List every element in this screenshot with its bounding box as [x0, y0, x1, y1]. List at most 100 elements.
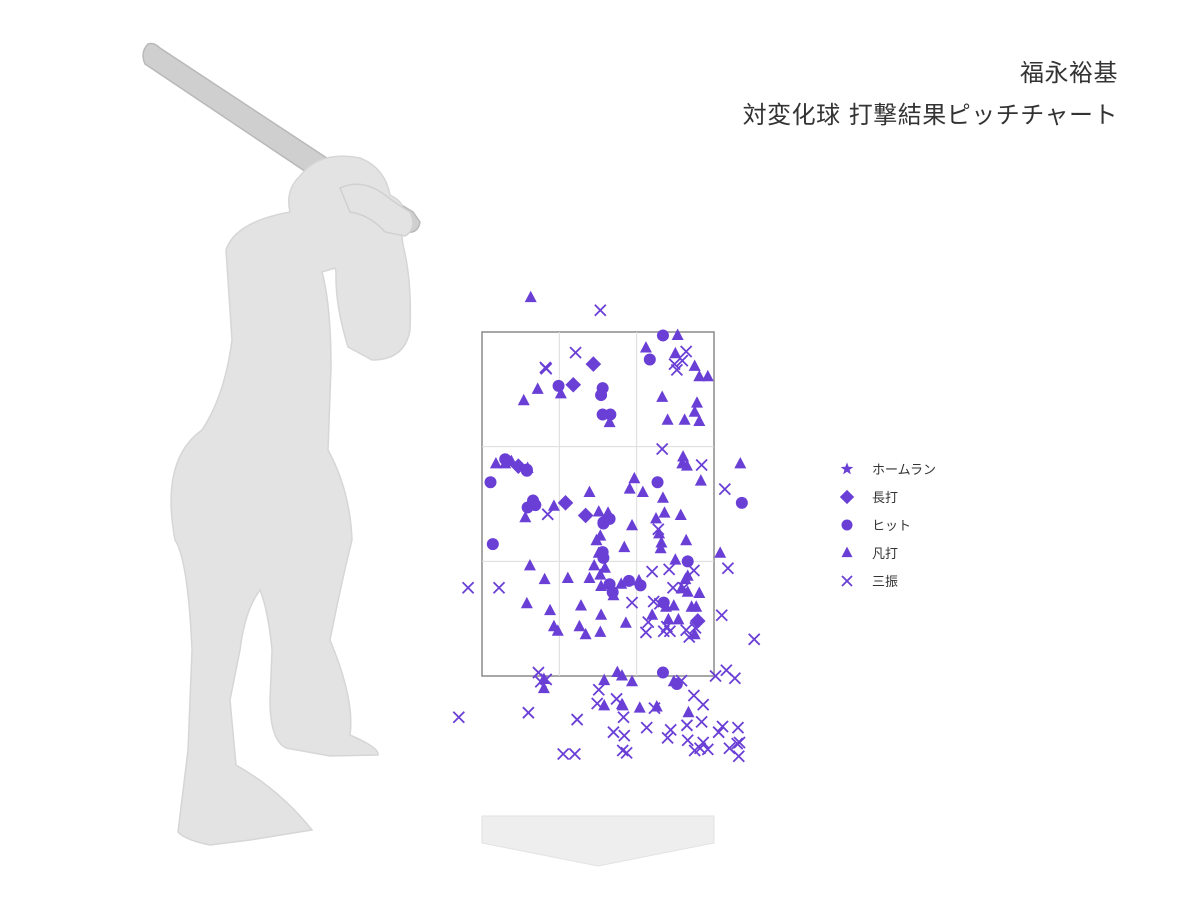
pitch-marker-strikeout — [620, 746, 633, 759]
player-name: 福永裕基 — [1020, 59, 1118, 87]
pitch-marker-out — [661, 413, 674, 425]
pitch-marker-hit — [484, 476, 497, 489]
pitch-marker-out — [693, 369, 706, 382]
pitch-marker-out — [653, 526, 666, 539]
pitch-marker-strikeout — [569, 346, 582, 359]
pitch-marker-strikeout — [695, 458, 708, 472]
pitch-marker-out — [537, 681, 550, 694]
pitch-marker-out — [662, 612, 675, 625]
pitch-marker-out — [654, 541, 667, 554]
pitch-marker-out — [505, 454, 518, 467]
pitch-marker-strikeout — [687, 689, 701, 702]
pitch-marker-out — [669, 346, 682, 359]
pitch-marker-out — [489, 456, 502, 469]
pitch-marker-strikeout — [492, 581, 506, 594]
pitch-marker-out — [583, 571, 596, 584]
legend-symbol-homerun — [840, 462, 854, 475]
pitch-marker-strikeout — [657, 625, 670, 638]
pitch-marker-out — [598, 673, 611, 686]
pitch-marker-out — [590, 533, 603, 546]
pitch-marker-hit — [622, 574, 635, 587]
pitch-marker-out — [595, 608, 608, 620]
pitch-marker-strikeout — [663, 625, 677, 638]
pitch-marker-out — [623, 482, 636, 494]
pitch-marker-strikeout — [541, 508, 554, 521]
pitch-marker-out — [588, 559, 601, 571]
pitch-marker-strikeout — [661, 731, 674, 745]
pitch-marker-out — [619, 616, 632, 628]
pitch-marker-out — [519, 510, 532, 523]
pitch-marker-strikeout — [687, 564, 701, 577]
pitch-marker-out — [602, 506, 615, 518]
pitch-marker-out — [693, 586, 706, 598]
pitch-marker-longhit — [577, 507, 594, 524]
pitch-marker-longhit — [565, 376, 582, 393]
pitch-marker-out — [690, 396, 703, 408]
pitch-marker-out — [714, 546, 727, 558]
pitch-marker-out — [694, 474, 707, 486]
pitch-marker-strikeout — [731, 737, 744, 750]
legend-label-out: 凡打 — [872, 547, 898, 562]
pitch-marker-out — [639, 341, 652, 353]
pitch-marker-strikeout — [701, 743, 714, 756]
pitch-marker-strikeout — [680, 719, 694, 732]
pitch-marker-strikeout — [656, 442, 669, 456]
pitch-marker-out — [521, 461, 534, 473]
pitch-marker-strikeout — [568, 747, 581, 761]
pitch-marker-strikeout — [666, 581, 680, 594]
pitch-marker-out — [646, 608, 659, 620]
pitch-marker-out — [544, 603, 557, 616]
pitch-marker-strikeout — [689, 621, 702, 634]
pitch-marker-out — [561, 571, 574, 584]
pitch-marker-strikeout — [697, 698, 710, 711]
pitch-marker-out — [547, 499, 560, 511]
pitch-marker-out — [524, 290, 537, 303]
pitch-marker-out — [693, 414, 706, 426]
pitch-marker-strikeout — [610, 692, 623, 706]
pitch-marker-out — [688, 359, 701, 371]
pitch-marker-out — [611, 665, 624, 678]
pitch-marker-strikeout — [715, 609, 728, 622]
pitch-marker-out — [603, 415, 616, 428]
pitch-marker-hit — [595, 389, 608, 402]
pitch-marker-hit — [656, 666, 669, 679]
pitch-marker-strikeout — [721, 562, 735, 575]
pitch-marker-strikeout — [732, 750, 745, 763]
pitch-marker-out — [658, 506, 671, 518]
pitch-marker-strikeout — [639, 626, 653, 639]
pitch-marker-out — [656, 491, 669, 503]
pitch-marker-strikeout — [663, 563, 676, 576]
pitch-marker-strikeout — [625, 596, 639, 609]
pitch-marker-strikeout — [728, 672, 742, 685]
pitch-marker-strikeout — [591, 697, 604, 710]
pitch-marker-out — [626, 518, 639, 531]
pitch-marker-out — [538, 572, 551, 585]
hands-icon — [339, 183, 414, 237]
pitch-marker-strikeout — [648, 701, 661, 715]
pitch-marker-out — [680, 459, 693, 471]
pitch-marker-strikeout — [452, 711, 465, 724]
strike-zone — [481, 331, 715, 677]
zone-grid — [482, 332, 714, 676]
legend-symbol-hit — [841, 519, 853, 531]
pitch-marker-out — [667, 674, 680, 687]
pitch-marker-out — [734, 456, 747, 469]
pitch-marker-out — [592, 505, 605, 517]
pitch-marker-out — [531, 382, 544, 394]
pitch-marker-strikeout — [683, 630, 696, 644]
pitch-marker-hit — [604, 408, 617, 421]
pitch-marker-out — [551, 624, 564, 636]
pitch-marker-strikeout — [695, 715, 708, 729]
pitch-marker-strikeout — [618, 729, 631, 742]
legend-label-longhit: 長打 — [872, 491, 898, 506]
pitch-marker-hit — [656, 329, 669, 342]
pitch-marker-strikeout — [670, 363, 684, 376]
pitch-marker-strikeout — [748, 633, 761, 646]
pitch-marker-strikeout — [522, 706, 535, 719]
pitch-marker-out — [523, 559, 536, 571]
pitch-marker-out — [598, 561, 611, 573]
pitch-marker-out — [574, 599, 587, 611]
pitch-marker-out — [554, 387, 567, 399]
